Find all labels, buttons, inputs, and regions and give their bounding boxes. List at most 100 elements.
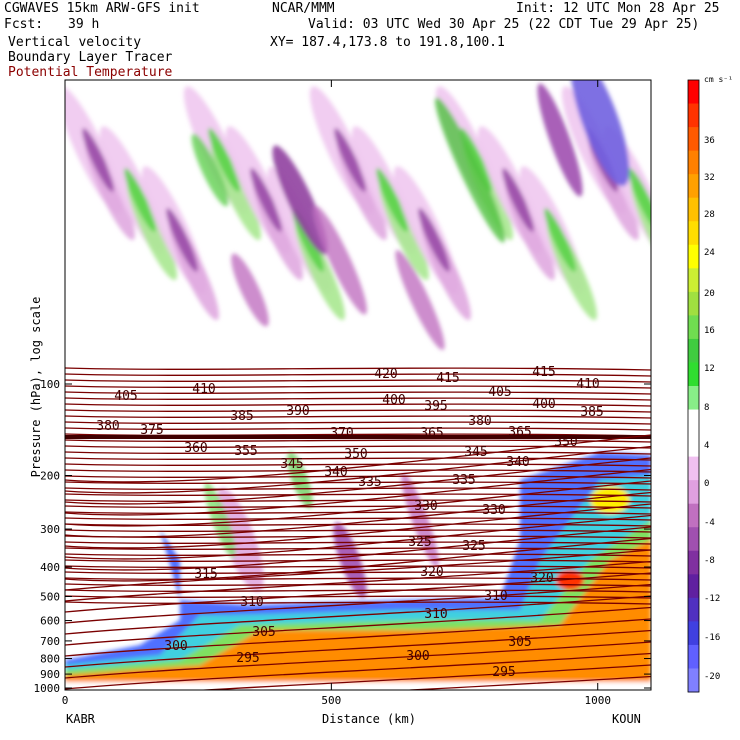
velocity-cell-48	[191, 133, 229, 207]
isentrope	[65, 577, 651, 581]
y-tick-500: 500	[40, 590, 60, 603]
isentrope	[65, 572, 651, 613]
isentrope	[65, 571, 651, 575]
isentrope	[65, 385, 651, 389]
colorbar-swatch	[688, 456, 699, 481]
init-time: Init: 12 UTC Mon 28 Apr 25	[516, 1, 720, 16]
theta-label-text: 300	[164, 639, 187, 654]
theta-label-335-27: 335	[358, 475, 381, 490]
isentrope	[65, 457, 651, 505]
isentrope	[65, 514, 651, 560]
isentrope	[65, 541, 651, 545]
theta-label-325-31: 325	[408, 535, 431, 550]
theta-label-text: 325	[408, 535, 431, 550]
colorbar-swatch	[688, 574, 699, 599]
theta-label-305-40: 305	[508, 635, 531, 650]
theta-label-text: 335	[452, 473, 475, 488]
velocity-cell-49	[395, 250, 445, 350]
isentrope	[65, 427, 651, 431]
velocity-cell-20	[334, 128, 366, 192]
theta-label-text: 345	[280, 457, 303, 472]
isentrope	[65, 641, 651, 679]
theta-label-text: 320	[530, 571, 553, 586]
theta-label-415-2: 415	[532, 365, 555, 380]
theta-label-310-37: 310	[424, 607, 447, 622]
field-boundary-layer-tracer: Boundary Layer Tracer	[8, 50, 173, 65]
isentrope	[65, 526, 651, 571]
colorbar-swatch	[688, 386, 699, 411]
isentrope	[65, 553, 651, 557]
theta-label-text: 380	[96, 419, 119, 434]
theta-label-text: 350	[344, 447, 367, 462]
colorbar-label--20: -20	[704, 672, 720, 682]
theta-label-text: 365	[420, 426, 443, 441]
theta-label-365-17: 365	[420, 426, 443, 441]
isentrope	[65, 559, 651, 563]
colorbar-frame	[687, 79, 700, 693]
theta-label-text: 375	[140, 423, 163, 438]
isentrope	[65, 421, 651, 425]
theta-label-text: 310	[424, 607, 447, 622]
colorbar-label-8: 8	[704, 403, 709, 413]
theta-label-400-8: 400	[532, 397, 555, 412]
field-potential-temperature: Potential Temperature	[8, 65, 173, 80]
colorbar-swatch	[688, 433, 699, 458]
colorbar-swatch	[688, 409, 699, 434]
velocity-cell-11	[208, 128, 240, 192]
theta-label-345-24: 345	[464, 445, 487, 460]
theta-label-415-1: 415	[436, 371, 459, 386]
colorbar-label-28: 28	[704, 210, 715, 220]
theta-label-380-14: 380	[468, 414, 491, 429]
colorbar-swatch	[688, 315, 699, 340]
x-endpoint-left: KABR	[66, 712, 95, 726]
colorbar-swatch	[688, 503, 699, 528]
isentrope	[65, 468, 651, 516]
velocity-cell-8	[166, 208, 198, 272]
y-tick-700: 700	[40, 635, 60, 648]
theta-label-350-21: 350	[344, 447, 367, 462]
theta-label-400-7: 400	[382, 393, 405, 408]
theta-label-text: 360	[184, 441, 207, 456]
isentrope	[65, 595, 651, 599]
forecast-hour: 39 h	[68, 17, 100, 32]
colorbar-label-0: 0	[704, 479, 709, 489]
theta-label-385-11: 385	[230, 409, 253, 424]
theta-label-text: 385	[230, 409, 253, 424]
theta-label-text: 395	[424, 399, 447, 414]
colorbar-swatch	[688, 480, 699, 505]
velocity-cell-26	[418, 208, 450, 272]
theta-label-text: 415	[436, 371, 459, 386]
colorbar-swatch	[688, 527, 699, 552]
theta-label-text: 400	[532, 397, 555, 412]
y-axis-label: Pressure (hPa), log scale	[29, 296, 43, 478]
theta-label-text: 315	[194, 567, 217, 582]
isentrope	[65, 529, 651, 533]
velocity-cell-23	[376, 168, 408, 232]
theta-label-310-38: 310	[484, 589, 507, 604]
isentrope	[65, 601, 651, 605]
velocity-cell-46	[313, 205, 367, 315]
theta-label-text: 305	[508, 635, 531, 650]
velocity-cell-53	[401, 472, 439, 568]
colorbar-swatch	[688, 644, 699, 669]
theta-label-305-39: 305	[252, 625, 275, 640]
colorbar-swatch	[688, 338, 699, 363]
theta-label-text: 405	[488, 385, 511, 400]
velocity-cell-42	[570, 80, 630, 187]
colorbar-label-24: 24	[704, 248, 715, 258]
isentrope	[65, 618, 651, 657]
theta-label-text: 420	[374, 367, 397, 382]
theta-label-text: 330	[482, 503, 505, 518]
model-title: CGWAVES 15km ARW-GFS init	[4, 1, 200, 16]
theta-label-335-28: 335	[452, 473, 475, 488]
theta-label-375-15: 375	[140, 423, 163, 438]
isentrope	[65, 565, 651, 569]
isentrope	[65, 463, 651, 467]
ground-strip	[65, 682, 651, 690]
isentrope	[65, 606, 651, 646]
velocity-cell-41	[628, 168, 651, 232]
isentrope	[196, 664, 651, 690]
theta-label-text: 400	[382, 393, 405, 408]
colorbar-label-16: 16	[704, 326, 715, 336]
